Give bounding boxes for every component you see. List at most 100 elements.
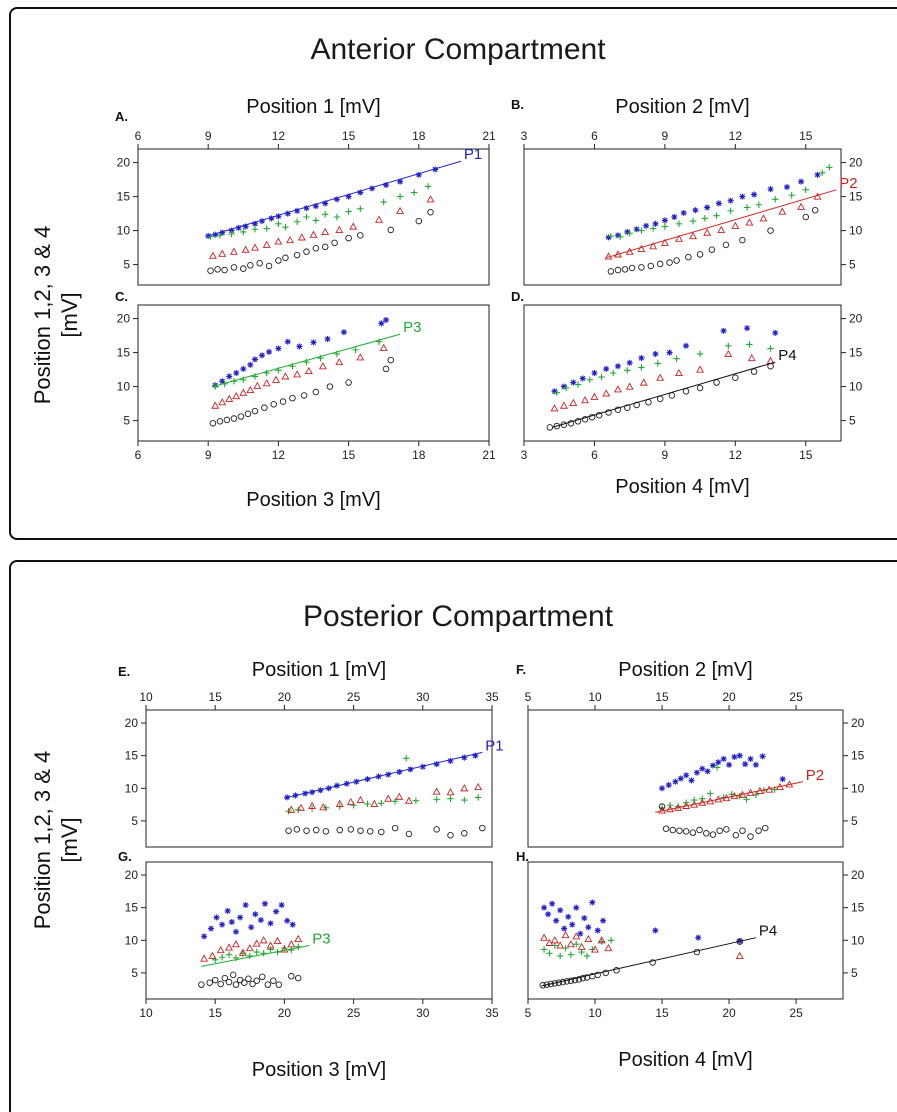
data-point-circle: [366, 828, 374, 835]
data-point-circle: [357, 827, 364, 834]
data-point-circle: [270, 977, 277, 984]
data-point-triangle: [253, 381, 262, 389]
data-point-triangle: [696, 365, 705, 373]
data-point-circle: [229, 971, 237, 979]
y-tick-label: 5: [849, 258, 856, 272]
x-tick-label: 25: [789, 1006, 803, 1020]
data-point-circle: [293, 251, 301, 259]
data-point-star: [235, 224, 242, 231]
data-point-plus: [260, 950, 267, 957]
series-triangle: [604, 192, 822, 260]
data-point-plus: [433, 796, 440, 803]
data-point-triangle: [251, 243, 259, 251]
series-circle: [198, 971, 302, 988]
panel-label: G.: [118, 849, 132, 864]
data-point-triangle: [218, 249, 227, 257]
data-point-star: [237, 914, 244, 921]
x-tick-label: 10: [588, 690, 602, 704]
data-point-plus: [563, 384, 570, 392]
x-axis-label: Position 3 [mV]: [246, 489, 381, 511]
data-point-plus: [275, 220, 282, 227]
data-point-circle: [696, 826, 703, 834]
data-point-circle: [624, 404, 631, 411]
data-point-circle: [261, 404, 268, 411]
data-point-triangle: [637, 244, 646, 253]
data-point-plus: [253, 948, 260, 956]
data-point-star: [541, 904, 548, 911]
data-point-plus: [573, 941, 580, 948]
data-point-circle: [240, 265, 247, 272]
data-point-circle: [588, 413, 596, 421]
data-point-star: [232, 928, 239, 935]
y-tick-label: 10: [851, 781, 865, 795]
x-tick-label: 15: [342, 129, 356, 143]
data-point-circle: [345, 234, 352, 242]
data-point-triangle: [474, 782, 483, 791]
data-point-star: [551, 388, 558, 395]
data-point-circle: [461, 830, 468, 837]
fit-label: P1: [485, 737, 503, 754]
data-point-circle: [303, 827, 310, 834]
x-tick-label: 35: [485, 1006, 499, 1020]
data-point-plus: [267, 946, 274, 953]
data-point-triangle: [703, 228, 712, 236]
data-point-plus: [251, 373, 259, 380]
data-point-circle: [658, 803, 666, 810]
data-point-triangle: [252, 939, 261, 947]
data-point-plus: [713, 764, 721, 771]
data-point-star: [219, 921, 226, 928]
panel-label: E.: [118, 664, 130, 679]
x-tick-label: 6: [591, 129, 598, 143]
data-point-circle: [581, 415, 589, 423]
fit-line: [541, 937, 756, 987]
y-tick-label: 20: [851, 868, 865, 882]
data-point-circle: [553, 422, 561, 430]
data-point-star: [693, 769, 700, 776]
data-point-plus: [673, 355, 680, 362]
data-point-star: [213, 914, 220, 921]
data-point-star: [798, 178, 805, 185]
panel-e: 10 15 20 25 30 35 5 10 15 20 E. Position 1 [mV] P1: [118, 659, 504, 848]
data-point-circle: [265, 262, 273, 270]
data-point-star: [310, 339, 317, 346]
data-point-star: [603, 365, 610, 372]
data-point-circle: [312, 826, 320, 834]
data-point-triangle: [272, 375, 281, 383]
data-point-star: [814, 171, 821, 178]
data-point-circle: [285, 827, 292, 834]
data-point-circle: [264, 981, 272, 988]
data-point-star: [573, 904, 580, 911]
data-point-circle: [579, 974, 587, 982]
data-point-triangle: [581, 396, 590, 404]
data-point-circle: [716, 827, 723, 834]
data-point-star: [672, 778, 679, 785]
data-point-circle: [249, 980, 256, 988]
data-point-triangle: [613, 385, 622, 393]
posterior-ylabel-line2: [mV]: [57, 817, 82, 862]
data-point-star: [433, 761, 440, 768]
data-point-plus: [364, 800, 371, 808]
data-point-plus: [819, 169, 826, 176]
posterior-compartment-section: Posterior Compartment: [9, 560, 897, 1112]
data-point-star: [284, 338, 291, 345]
x-tick-label: 15: [655, 1006, 669, 1020]
data-point-triangle: [335, 799, 344, 807]
data-point-star: [727, 197, 734, 204]
data-point-triangle: [280, 945, 289, 953]
data-point-triangle: [577, 942, 586, 950]
x-tick-label: 3: [521, 129, 528, 143]
data-point-triangle: [689, 231, 698, 240]
x-tick-label: 10: [139, 1006, 153, 1020]
data-point-plus: [707, 790, 714, 797]
x-tick-label: 15: [799, 448, 813, 462]
data-point-triangle: [308, 801, 317, 809]
data-point-circle: [433, 826, 440, 833]
x-tick-label: 15: [799, 129, 813, 143]
data-point-triangle: [208, 951, 217, 959]
data-point-plus: [743, 796, 750, 803]
series-circle: [207, 208, 434, 274]
data-point-star: [259, 218, 266, 225]
data-point-plus: [626, 230, 633, 237]
data-point-circle: [614, 266, 622, 274]
data-point-plus: [567, 951, 575, 958]
